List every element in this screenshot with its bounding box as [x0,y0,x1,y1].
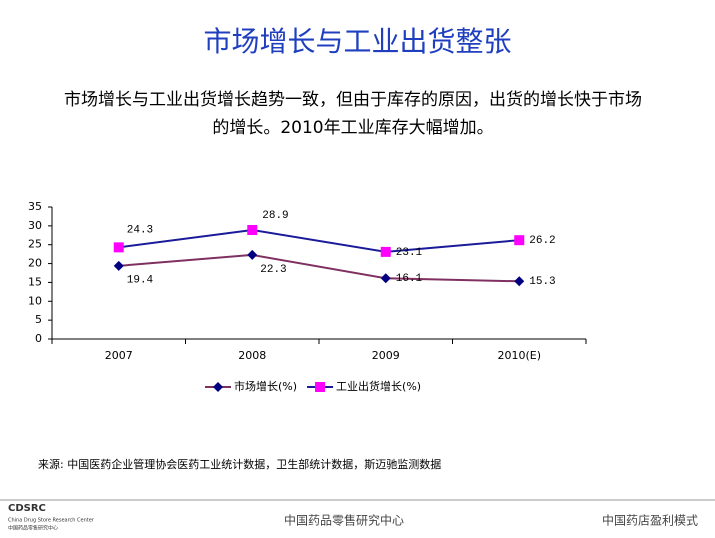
y-tick-label: 30 [28,219,42,232]
legend-marker [213,382,223,392]
series-line [118,253,520,283]
data-label: 15.3 [529,276,555,288]
point [247,249,258,260]
footer-right: 中国药店盈利模式 [602,513,698,528]
legend-marker [315,382,326,392]
footer-logo: CDSRC [8,503,46,514]
legend-label: 市场增长(%) [234,379,297,393]
data-label: 19.4 [127,275,154,287]
data-label: 24.3 [127,224,153,236]
point [514,276,525,287]
x-tick-label: 2008 [238,349,266,362]
footer-logo-en: China Drug Store Research Center [8,518,95,524]
slide-subtitle: 市场增长与工业出货增长趋势一致，但由于库存的原因，出货的增长快于市场的增长。20… [64,90,642,138]
y-tick-label: 5 [35,313,42,326]
series-line [118,228,520,253]
y-tick-label: 35 [28,200,42,213]
data-label: 23.1 [396,247,423,259]
point [380,246,391,257]
footer-center: 中国药品零售研究中心 [284,513,404,528]
source: 来源: 中国医药企业管理协会医药工业统计数据，卫生部统计数据，斯迈驰监测数据 [38,457,441,471]
y-tick-label: 20 [28,257,42,270]
x-tick-label: 2010(E) [497,349,541,362]
legend-label: 工业出货增长(%) [336,379,421,393]
point [514,235,525,246]
data-label: 22.3 [260,264,286,276]
x-tick-label: 2007 [105,349,133,362]
footer-logo-cn: 中国药品零售研究中心 [8,525,58,532]
x-tick-label: 2009 [372,349,400,362]
y-tick-label: 0 [35,332,42,345]
y-tick-label: 15 [28,275,42,288]
slide-title: 市场增长与工业出货整张 [203,25,512,58]
point [113,260,124,271]
y-tick-label: 10 [28,294,42,307]
point [247,225,258,236]
data-label: 16.1 [396,273,423,285]
data-label: 28.9 [262,210,288,222]
y-tick-label: 25 [28,238,42,251]
data-label: 26.2 [529,235,555,247]
point [113,242,124,253]
point [380,273,391,284]
